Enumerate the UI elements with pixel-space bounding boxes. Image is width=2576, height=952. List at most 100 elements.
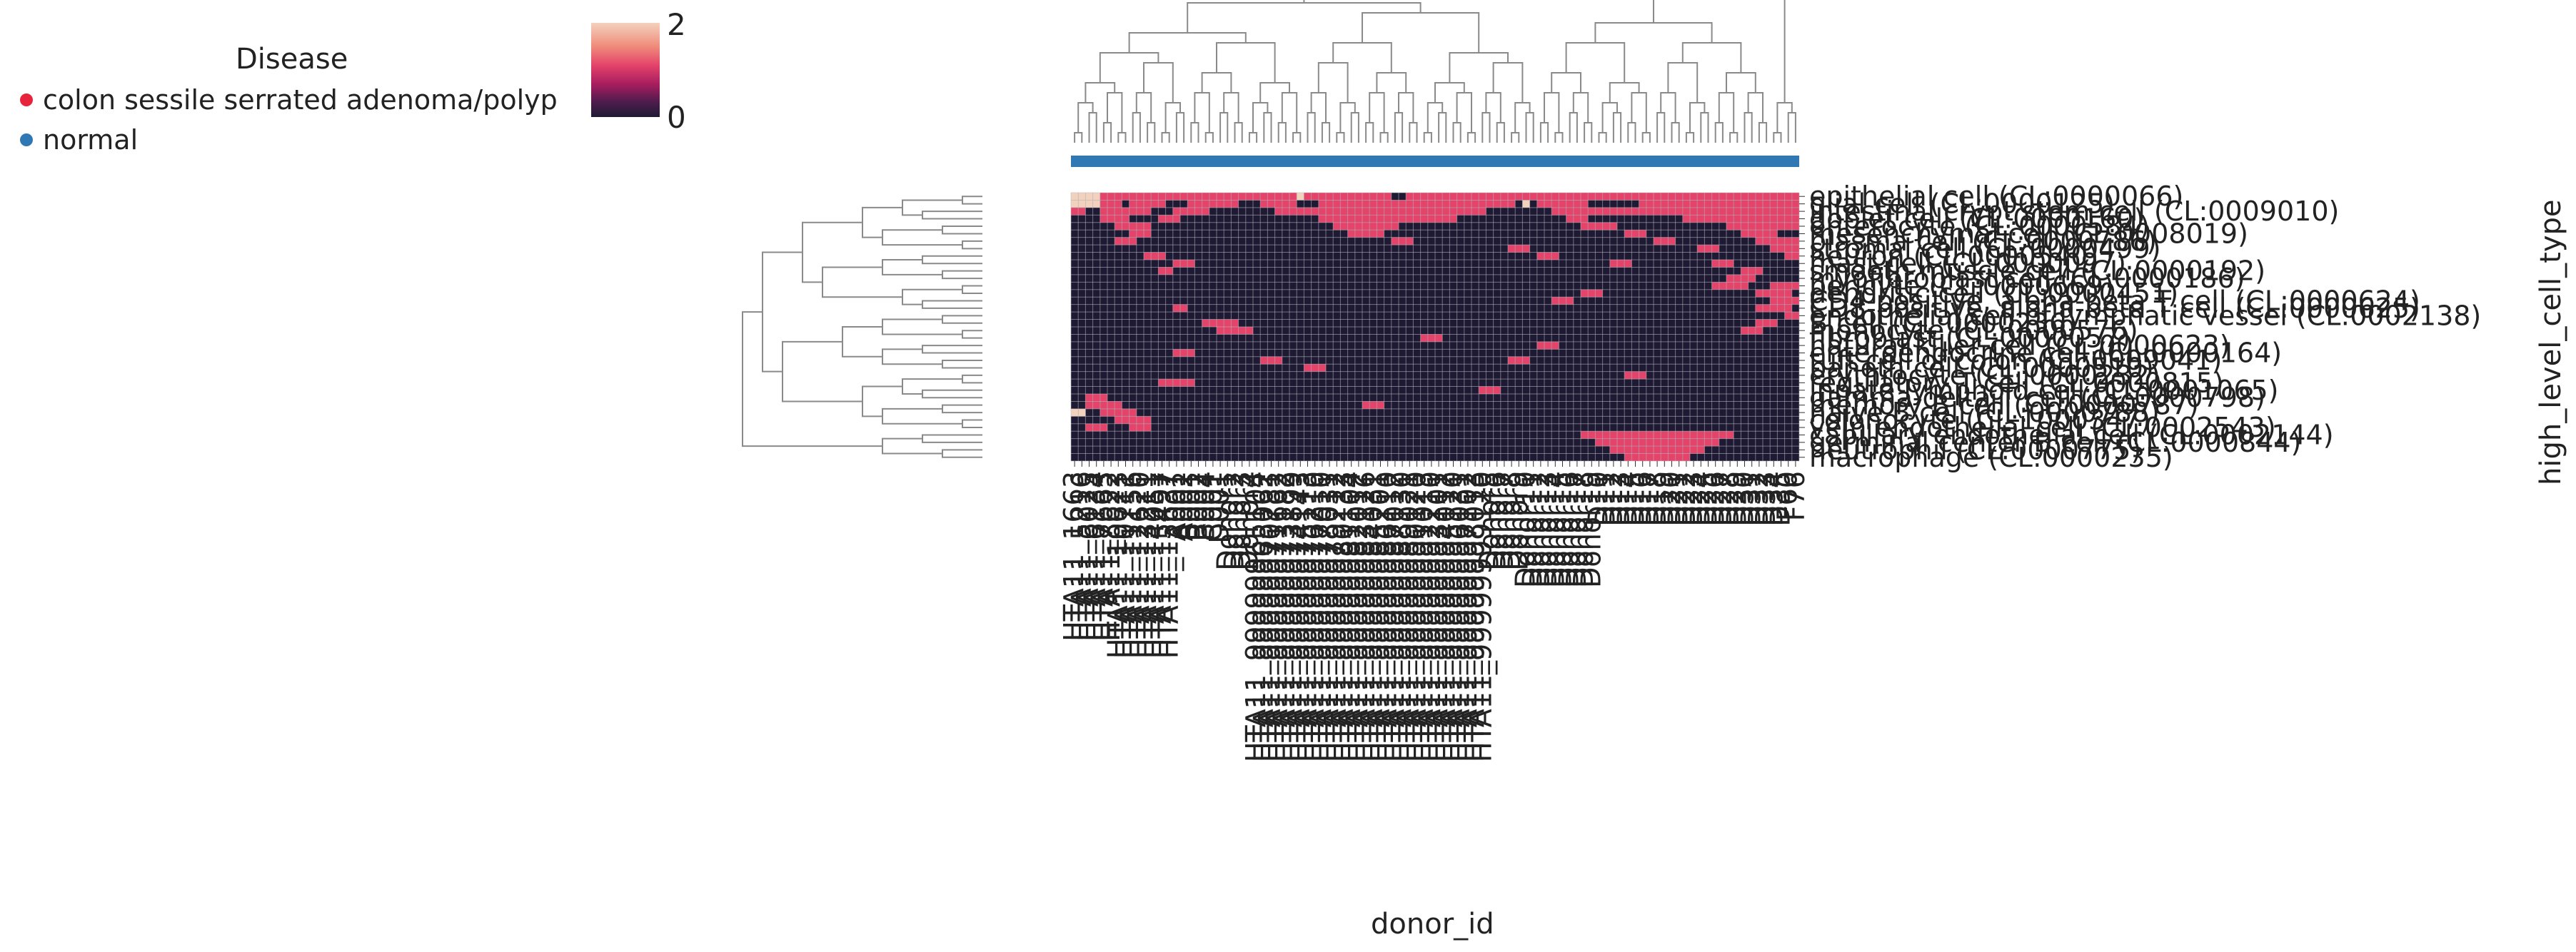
heatmap-cell — [1289, 207, 1297, 216]
column-label: Donor17 — [1561, 471, 1592, 588]
heatmap-cell — [1559, 193, 1566, 201]
heatmap-cell — [1697, 431, 1705, 439]
heatmap-cell — [1180, 260, 1188, 268]
column-label: HTA11_99999999120 — [1466, 471, 1497, 762]
dendrogram-link — [962, 374, 982, 384]
heatmap-cell — [1755, 230, 1763, 238]
heatmap-cell — [1274, 207, 1282, 216]
column-label: Donor13 — [1531, 471, 1563, 588]
dendrogram-link — [802, 221, 862, 283]
dendrogram-link — [1147, 122, 1156, 143]
heatmap-cell — [1704, 215, 1712, 223]
heatmap-cell — [1420, 193, 1428, 201]
dendrogram-link — [1277, 122, 1287, 143]
dendrogram-link — [882, 437, 942, 455]
heatmap-cell — [1267, 200, 1275, 208]
heatmap-cell — [1711, 193, 1719, 201]
heatmap-cell — [1595, 193, 1603, 201]
heatmap-cell — [1726, 274, 1734, 283]
dendrogram-link — [1310, 92, 1327, 123]
heatmap-cell — [1158, 267, 1166, 275]
dendrogram-link — [1175, 112, 1185, 143]
heatmap-cell — [1464, 207, 1471, 216]
heatmap-cell — [1136, 200, 1144, 208]
heatmap-cell — [1202, 319, 1209, 327]
heatmap-cell — [1566, 215, 1574, 223]
dendrogram-link — [1423, 132, 1432, 143]
heatmap-cell — [1624, 193, 1632, 201]
heatmap-cell — [1726, 215, 1734, 223]
column-label: Donor8 — [1495, 471, 1526, 571]
dendrogram-link — [1700, 112, 1709, 143]
heatmap-cell — [1711, 282, 1719, 290]
heatmap-cell — [1602, 222, 1610, 231]
dendrogram-link — [882, 259, 942, 275]
dendrogram-link — [902, 378, 962, 395]
dendrogram-link — [1223, 92, 1239, 123]
heatmap-cell — [1165, 379, 1173, 387]
heatmap-cell — [1326, 207, 1334, 216]
heatmap-cell — [1172, 260, 1180, 268]
heatmap-cell — [1486, 200, 1494, 208]
heatmap-cell — [1791, 222, 1799, 231]
column-label: HTA11_99999965104 — [1240, 471, 1272, 762]
heatmap-cell — [1682, 453, 1690, 461]
dendrogram-link — [1234, 122, 1243, 143]
heatmap-cell — [1719, 207, 1726, 216]
heatmap-cell — [1377, 215, 1384, 223]
dendrogram-link — [942, 449, 982, 458]
heatmap-cell — [1369, 207, 1377, 216]
heatmap-cell — [1333, 200, 1341, 208]
heatmap-cell — [1755, 200, 1763, 208]
dendrogram-link — [1135, 92, 1152, 123]
heatmap-cell — [1668, 431, 1676, 439]
dendrogram-link — [1307, 112, 1316, 143]
column-label: D001 — [1204, 471, 1235, 544]
heatmap-cell — [1260, 200, 1268, 208]
heatmap-cell — [1311, 364, 1319, 372]
heatmap-cell — [1690, 207, 1698, 216]
heatmap-cell — [1224, 327, 1232, 335]
heatmap-cell — [1304, 364, 1312, 372]
heatmap-cell — [1144, 252, 1152, 260]
heatmap-cell — [1347, 215, 1355, 223]
heatmap-cell — [1704, 431, 1712, 439]
heatmap-cell — [1624, 230, 1632, 238]
heatmap-cell — [1755, 237, 1763, 245]
heatmap-cell — [1726, 222, 1734, 231]
row-label: fibroblast (CL:0000057) — [1809, 323, 2130, 354]
heatmap-cell — [1158, 379, 1166, 387]
heatmap-cell — [1668, 200, 1676, 208]
heatmap-cell — [1420, 215, 1428, 223]
heatmap-cell — [1238, 193, 1246, 201]
heatmap-cell — [1260, 356, 1268, 365]
dendrogram-link — [1161, 132, 1170, 143]
heatmap-cell — [1770, 289, 1778, 298]
row-label: B cell (CL:0000236) — [1809, 308, 2077, 339]
heatmap-cell — [1690, 215, 1698, 223]
heatmap-cell — [1369, 230, 1377, 238]
heatmap-cell — [1442, 193, 1450, 201]
heatmap-cell — [1377, 207, 1384, 216]
heatmap-cell — [1748, 207, 1756, 216]
heatmap-cell — [1165, 193, 1173, 201]
column-label: D15 — [1619, 471, 1651, 527]
column-annotation-bar-normal — [1071, 156, 1799, 167]
heatmap-cell — [1763, 193, 1771, 201]
dendrogram-link — [922, 255, 982, 265]
heatmap-cell — [1770, 193, 1778, 201]
heatmap-cell — [1609, 438, 1617, 447]
row-label: natural killer cell (CL:0000623) — [1809, 330, 2230, 361]
row-label: colonocyte (CL:1000347) — [1809, 405, 2150, 436]
heatmap-cell — [1129, 222, 1137, 231]
heatmap-cell — [1661, 207, 1669, 216]
heatmap-cell — [1464, 200, 1471, 208]
heatmap-cell — [1406, 207, 1414, 216]
heatmap-cell — [1726, 431, 1734, 439]
heatmap-cell — [1668, 438, 1676, 447]
dendrogram-link — [1667, 62, 1699, 103]
heatmap-cell — [1624, 371, 1632, 380]
heatmap-cell — [1435, 193, 1443, 201]
heatmap-cell — [1661, 438, 1669, 447]
heatmap-cell — [1129, 200, 1137, 208]
